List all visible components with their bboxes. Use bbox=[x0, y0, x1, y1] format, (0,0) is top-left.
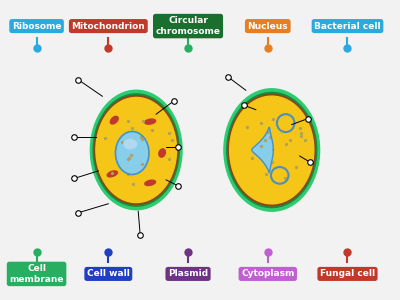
Ellipse shape bbox=[224, 89, 320, 211]
Ellipse shape bbox=[93, 94, 179, 206]
Polygon shape bbox=[252, 127, 273, 173]
Ellipse shape bbox=[228, 94, 315, 206]
Text: Nucleus: Nucleus bbox=[248, 22, 288, 31]
Text: Cytoplasm: Cytoplasm bbox=[241, 269, 294, 278]
Ellipse shape bbox=[159, 149, 166, 157]
Text: Bacterial cell: Bacterial cell bbox=[314, 22, 381, 31]
Ellipse shape bbox=[107, 171, 117, 177]
Ellipse shape bbox=[124, 139, 137, 149]
Text: Ribosome: Ribosome bbox=[12, 22, 61, 31]
Ellipse shape bbox=[271, 167, 288, 184]
Ellipse shape bbox=[110, 116, 118, 124]
Ellipse shape bbox=[145, 180, 156, 185]
Ellipse shape bbox=[94, 96, 178, 204]
Ellipse shape bbox=[230, 96, 314, 204]
Text: Fungal cell: Fungal cell bbox=[320, 269, 375, 278]
Ellipse shape bbox=[227, 92, 317, 208]
Ellipse shape bbox=[277, 114, 294, 132]
Text: Plasmid: Plasmid bbox=[168, 269, 208, 278]
Ellipse shape bbox=[96, 98, 176, 202]
Text: Mitochondrion: Mitochondrion bbox=[72, 22, 145, 31]
Ellipse shape bbox=[116, 131, 149, 175]
Text: Cell wall: Cell wall bbox=[87, 269, 130, 278]
Text: Cell
membrane: Cell membrane bbox=[9, 264, 64, 284]
Ellipse shape bbox=[145, 119, 156, 124]
Ellipse shape bbox=[90, 90, 182, 210]
Text: Circular
chromosome: Circular chromosome bbox=[156, 16, 220, 36]
